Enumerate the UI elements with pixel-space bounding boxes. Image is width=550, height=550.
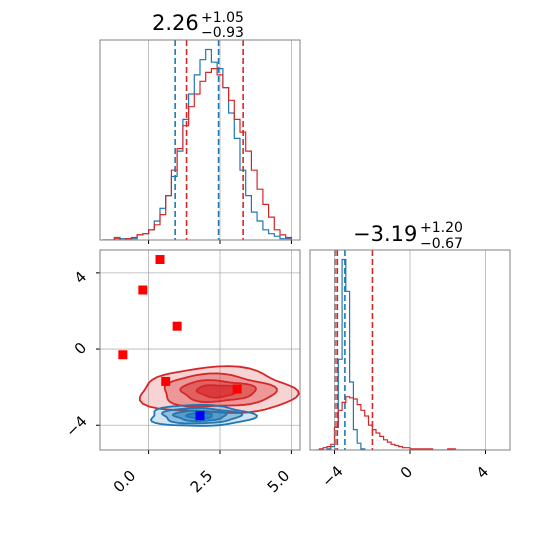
x-tick-label: 5.0 (264, 467, 294, 497)
x-tick-labels-bottom-right: −4 0 4 (318, 462, 492, 490)
truth-marker (172, 321, 182, 331)
title-top-left: 2.26 +1.05 −0.93 (152, 10, 244, 41)
histogram-series (315, 396, 486, 450)
axes-frame (99, 39, 301, 241)
x-tick-label: 4 (473, 463, 492, 482)
title-upper-error: +1.05 (201, 10, 244, 26)
truth-marker (118, 350, 128, 360)
x-tick-label: 0 (397, 463, 416, 482)
contour-group (118, 255, 300, 427)
truth-marker (138, 285, 148, 295)
y-tick-label: −4 (62, 412, 90, 440)
x-tick-label: −4 (318, 462, 346, 490)
histogram-series-group (315, 250, 486, 450)
truth-marker (155, 255, 165, 265)
histogram-series (102, 48, 292, 240)
histogram-series-group (102, 40, 292, 240)
y-tick-label: 0 (71, 339, 90, 358)
title-upper-error: +1.20 (420, 220, 463, 236)
panel-top-left-histogram (99, 39, 301, 244)
y-tick-label: 4 (71, 268, 90, 287)
x-tick-labels-bottom-left: 0.0 2.5 5.0 (110, 467, 294, 497)
axes-frame (309, 249, 511, 451)
title-value: 2.26 (152, 11, 199, 35)
x-tick-label: 0.0 (110, 467, 140, 497)
contour-level (195, 384, 238, 399)
panel-bottom-right-histogram (309, 249, 511, 454)
x-tick-label: 2.5 (187, 467, 217, 497)
histogram-series (323, 258, 366, 450)
y-tick-labels-bottom-left: 4 0 −4 (62, 268, 90, 441)
title-lower-error: −0.93 (201, 25, 244, 41)
title-value: −3.19 (353, 222, 417, 246)
panel-bottom-left-scatter (96, 249, 301, 454)
histogram-series (102, 68, 292, 240)
truth-marker (195, 411, 205, 421)
axes-frame (99, 249, 301, 451)
truth-marker (232, 384, 242, 394)
title-bottom-right: −3.19 +1.20 −0.67 (353, 220, 463, 252)
truth-marker (161, 376, 171, 386)
title-lower-error: −0.67 (420, 236, 463, 252)
